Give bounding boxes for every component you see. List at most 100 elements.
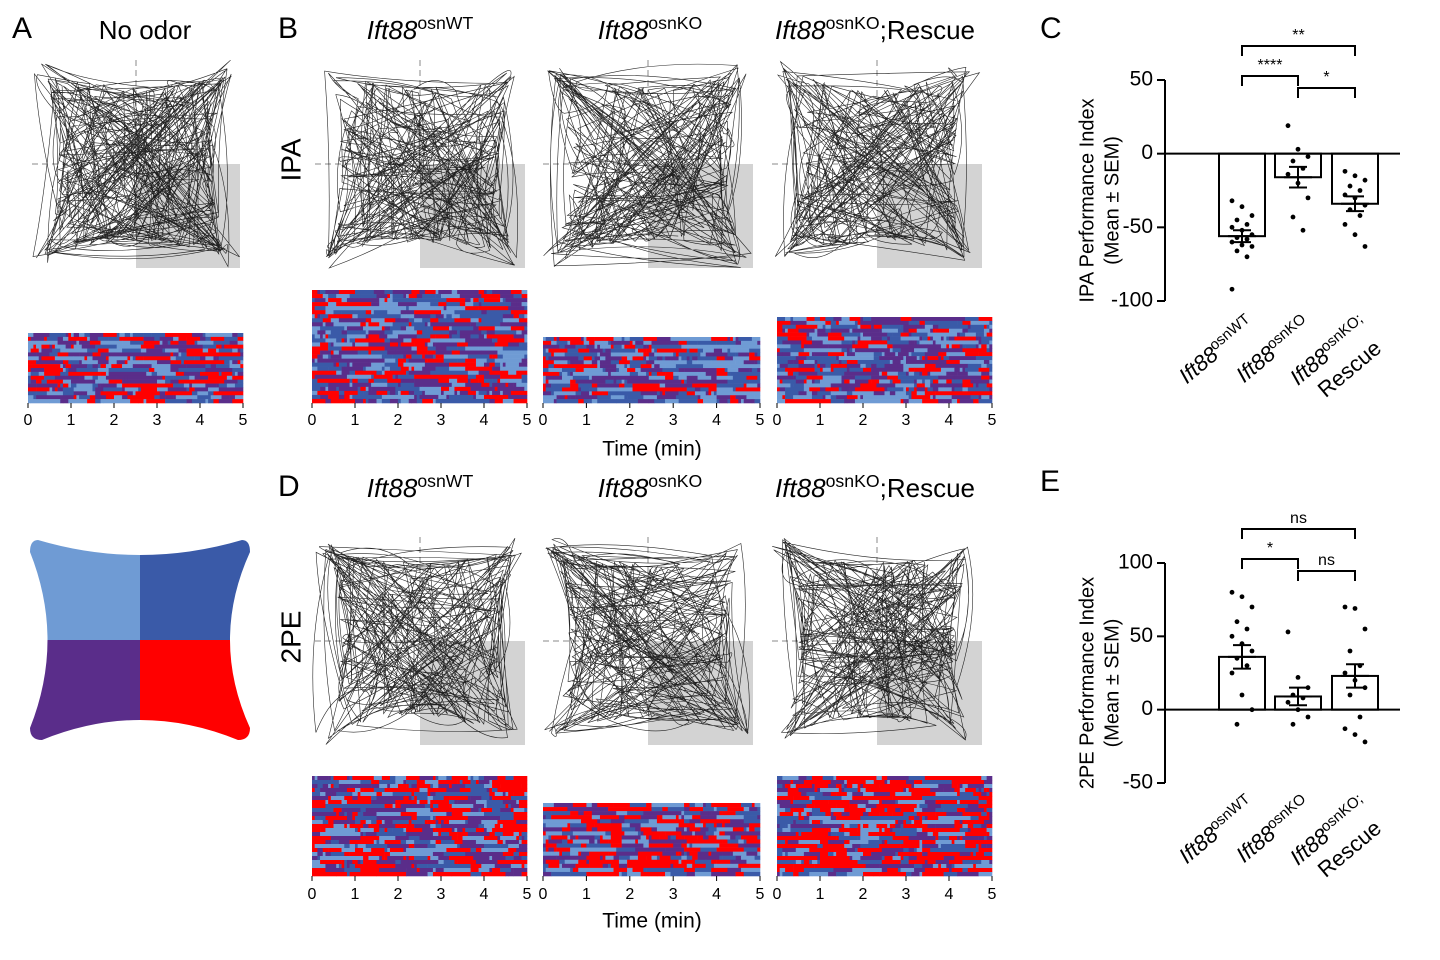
raster-cell <box>865 348 880 353</box>
raster-cell <box>640 827 644 832</box>
raster-cell <box>328 386 337 392</box>
raster-cell <box>981 379 990 384</box>
raster-cell <box>954 379 963 384</box>
raster-cell <box>785 391 791 396</box>
raster-cell <box>325 816 348 821</box>
raster-cell <box>836 792 840 797</box>
raster-cell <box>989 860 993 865</box>
raster-cell <box>556 847 571 852</box>
raster-cell <box>349 776 353 781</box>
raster-cell <box>237 360 241 365</box>
raster-cell <box>651 819 658 824</box>
raster-cell <box>580 839 590 844</box>
raster-cell <box>36 395 48 400</box>
raster-cell <box>962 317 966 322</box>
raster-cell <box>489 370 509 376</box>
raster-cell <box>392 784 399 789</box>
raster-cell <box>68 336 80 342</box>
raster-cell <box>863 792 875 797</box>
raster-cell <box>389 302 399 307</box>
raster-cell <box>237 371 244 377</box>
raster-cell <box>651 364 655 369</box>
raster-cell <box>637 340 644 346</box>
raster-cell <box>692 356 698 361</box>
raster-cell <box>854 352 858 357</box>
raster-cell <box>817 856 821 861</box>
raster-cell <box>465 382 482 388</box>
raster-cell <box>430 322 444 327</box>
raster-cell <box>790 796 794 801</box>
raster-cell <box>654 863 671 869</box>
raster-cell <box>887 776 899 781</box>
raster-cell <box>470 298 474 303</box>
raster-cell <box>492 382 506 388</box>
raster-cell <box>629 364 641 369</box>
raster-cell <box>411 322 426 327</box>
raster-cell <box>165 379 171 384</box>
raster-cell <box>881 856 885 861</box>
raster-cell <box>200 336 206 342</box>
raster-cell <box>673 395 677 400</box>
raster-cell <box>957 872 979 877</box>
raster-cell <box>352 860 358 865</box>
raster-cell <box>900 808 915 813</box>
raster-cell <box>803 344 818 349</box>
raster-cell <box>844 371 866 376</box>
raster-cell <box>830 391 848 396</box>
raster-cell <box>473 314 482 319</box>
raster-cell <box>949 344 952 349</box>
raster-cell <box>777 336 789 341</box>
raster-cell <box>384 804 393 809</box>
raster-cell <box>465 390 469 396</box>
raster-cell <box>492 290 506 295</box>
genotype-title-part: osnKO <box>648 471 702 491</box>
raster-cell <box>146 368 150 373</box>
raster-cell <box>312 808 334 813</box>
data-point <box>1357 663 1363 669</box>
raster-cell <box>430 318 439 323</box>
raster-cell <box>951 780 977 785</box>
raster-cell <box>838 320 856 326</box>
raster-cell <box>809 796 815 801</box>
raster-cell <box>210 336 225 342</box>
raster-cell <box>803 796 810 801</box>
raster-cell <box>317 354 324 359</box>
raster-cell <box>798 820 810 825</box>
raster-cell <box>234 333 238 338</box>
raster-cell <box>578 387 582 392</box>
raster-cell <box>81 395 91 400</box>
raster-cell <box>935 363 969 369</box>
raster-cell <box>656 337 671 342</box>
raster-cell <box>416 350 428 355</box>
raster-cell <box>591 803 598 808</box>
raster-cell <box>957 784 961 789</box>
raster-cell <box>798 328 805 333</box>
raster-cell <box>854 340 858 345</box>
raster-cell <box>352 314 358 319</box>
raster-cell <box>602 356 606 361</box>
raster-cell <box>360 832 364 837</box>
raster-cell <box>312 342 315 347</box>
raster-cell <box>216 356 220 361</box>
raster-cell <box>790 800 794 805</box>
raster-cell <box>809 820 813 825</box>
raster-cell <box>392 290 399 295</box>
raster-cell <box>57 340 77 345</box>
raster-cell <box>887 387 893 392</box>
raster-cell <box>502 326 512 331</box>
raster-cell <box>567 360 571 365</box>
raster-cell <box>924 804 928 809</box>
raster-cell <box>648 399 655 404</box>
raster-cell <box>689 807 704 812</box>
raster-cell <box>589 863 603 869</box>
raster-cell <box>624 337 631 342</box>
raster-cell <box>30 368 45 373</box>
raster-cell <box>510 776 514 781</box>
raster-cell <box>686 839 723 844</box>
raster-cell <box>903 387 907 392</box>
raster-cell <box>400 326 407 331</box>
raster-cell <box>494 314 504 319</box>
raster-cell <box>84 333 91 338</box>
raster-cell <box>946 344 950 349</box>
raster-cell <box>722 855 736 861</box>
